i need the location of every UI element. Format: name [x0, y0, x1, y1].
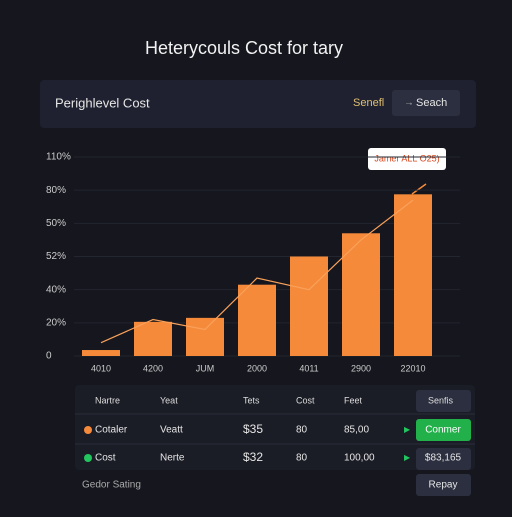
x-tick-label: 4010	[91, 363, 111, 373]
table-cell: Veatt	[160, 425, 183, 436]
table-cell: 80	[296, 453, 308, 464]
table-cell: $83,165	[425, 453, 462, 464]
table-header: Senfis	[428, 395, 454, 405]
table-cell: 80	[296, 425, 308, 436]
row-arrow: ▶	[404, 425, 411, 434]
row-button[interactable]	[416, 448, 471, 470]
table-header: Feet	[344, 395, 363, 405]
y-tick-label: 110%	[46, 152, 71, 163]
y-tick-label: 80%	[46, 185, 66, 196]
row-dot	[84, 454, 92, 462]
table-cell: Nerte	[160, 453, 185, 464]
search-label: Seach	[416, 97, 447, 109]
table-cell: Cotaler	[95, 425, 128, 436]
row-dot	[84, 426, 92, 434]
bar	[134, 321, 172, 356]
table-header: Yeat	[160, 395, 178, 405]
footer-text: Gedor Sating	[82, 480, 141, 491]
footer-button[interactable]	[416, 474, 471, 496]
search-button[interactable]	[392, 90, 460, 116]
x-tick-label: 2900	[351, 363, 371, 373]
x-tick-label: 22010	[400, 363, 425, 373]
header-button[interactable]	[416, 390, 471, 412]
bar	[238, 284, 276, 356]
annotation-box	[368, 148, 446, 170]
table-cell: 100,00	[344, 453, 375, 464]
bar	[186, 317, 224, 356]
chart: 0 20% 40% 52% 50% 80% 110% 4010 4200 JUM 2000 4011 2…	[46, 152, 460, 373]
bar	[290, 256, 328, 356]
table-header: Cost	[296, 395, 315, 405]
y-tick-label: 40%	[46, 284, 66, 295]
annotation: Jamer ALL O25)	[374, 153, 439, 163]
table-cell: $35	[243, 422, 263, 436]
x-tick-label: JUM	[196, 363, 215, 373]
y-tick-label: 0	[46, 351, 52, 362]
y-tick-label: 50%	[46, 218, 66, 229]
row-arrow: ▶	[404, 453, 411, 462]
x-tick-label: 2000	[247, 363, 267, 373]
search-icon: →	[404, 98, 414, 109]
row-button[interactable]	[416, 419, 471, 441]
annotation-arrow	[411, 183, 427, 195]
table-header: Tets	[243, 395, 260, 405]
table-cell: Conmer	[425, 425, 461, 436]
panel-title: Perighlevel Cost	[55, 95, 150, 110]
footer-button-label: Repay	[429, 480, 458, 491]
table	[75, 385, 475, 470]
select[interactable]: Senefl	[353, 97, 384, 109]
panel-header	[40, 80, 476, 128]
bar	[82, 350, 120, 356]
bar	[394, 194, 432, 356]
table-cell: $32	[243, 450, 263, 464]
y-tick-label: 52%	[46, 251, 66, 262]
table-cell: 85,00	[344, 425, 369, 436]
x-tick-label: 4200	[143, 363, 163, 373]
page-title: Heterycouls Cost for tary	[145, 38, 343, 58]
bar	[342, 233, 380, 356]
trend-line	[100, 199, 414, 344]
x-tick-label: 4011	[299, 363, 318, 373]
table-header: Nartre	[95, 395, 120, 405]
table-cell: Cost	[95, 453, 116, 464]
y-tick-label: 20%	[46, 317, 66, 328]
